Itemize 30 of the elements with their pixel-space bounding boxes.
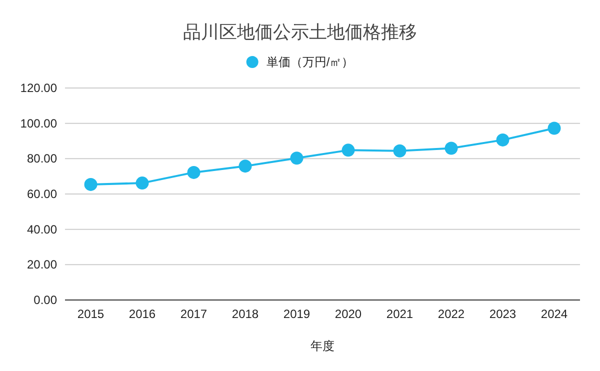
x-tick-label: 2017 xyxy=(180,307,208,321)
point xyxy=(444,142,458,155)
y-tick-label: 60.00 xyxy=(26,187,58,201)
x-axis-title: 年度 xyxy=(310,339,334,353)
y-tick-label: 40.00 xyxy=(26,222,58,236)
x-tick-label: 2015 xyxy=(77,307,104,321)
x-tick-label: 2022 xyxy=(438,307,465,321)
point xyxy=(496,133,510,146)
x-tick-label: 2016 xyxy=(128,307,156,321)
y-tick-label: 80.00 xyxy=(26,152,58,166)
point xyxy=(290,152,304,165)
x-tick-label: 2020 xyxy=(334,307,362,321)
point xyxy=(342,144,355,157)
point xyxy=(393,144,406,158)
point xyxy=(84,178,98,191)
x-tick-label: 2018 xyxy=(232,307,259,321)
x-tick-label: 2024 xyxy=(540,307,568,321)
y-tick-label: 120.00 xyxy=(20,81,58,95)
legend-label: 単価（万円/㎡） xyxy=(266,55,354,69)
y-tick-label: 20.00 xyxy=(26,258,58,272)
y-tick-label: 100.00 xyxy=(20,116,58,130)
point xyxy=(548,122,561,135)
x-tick-label: 2023 xyxy=(489,307,516,321)
point xyxy=(238,160,252,173)
x-tick-label: 2019 xyxy=(283,307,310,321)
point xyxy=(136,176,149,190)
y-tick-label: 0.00 xyxy=(34,293,58,307)
chart-title: 品川区地価公示土地価格推移 xyxy=(183,22,417,42)
x-tick-label: 2021 xyxy=(386,307,414,321)
point xyxy=(187,166,200,179)
